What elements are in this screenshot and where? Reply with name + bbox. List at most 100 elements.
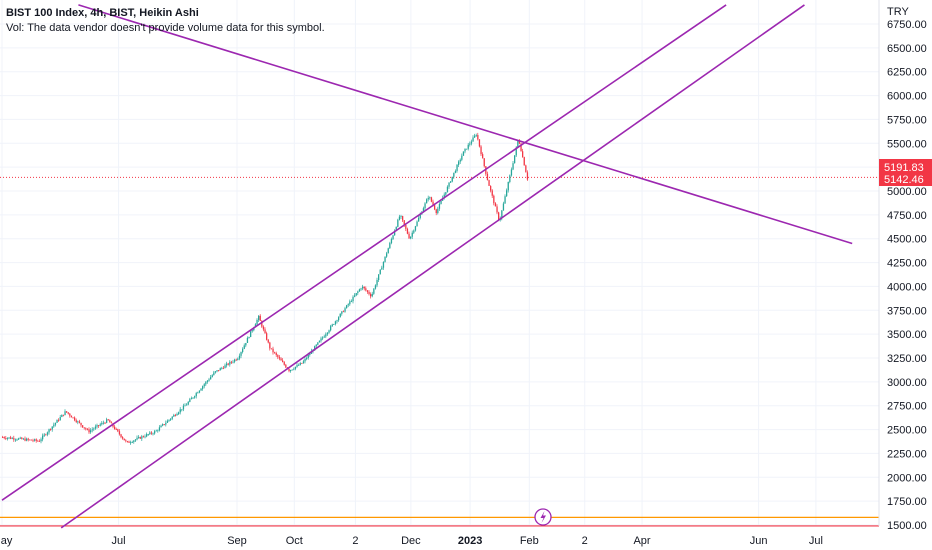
candle-body (186, 404, 188, 406)
candle-body (2, 437, 4, 439)
symbol-title[interactable]: BIST 100 Index, 4h, BIST, Heikin Ashi (6, 7, 199, 19)
y-tick-label: 4750.00 (887, 210, 927, 222)
candle-body (198, 390, 201, 393)
candle-body (450, 181, 452, 183)
candle-body (155, 430, 157, 432)
candle-body (107, 419, 109, 421)
candle-body (106, 419, 108, 423)
candle-body (32, 440, 34, 442)
candle-body (525, 165, 527, 173)
candle-body (163, 424, 165, 425)
candle-body (122, 437, 124, 439)
candle-body (54, 422, 57, 425)
candle-body (445, 192, 447, 195)
candle-body (166, 420, 169, 423)
candle-body (117, 429, 119, 432)
candle-body (222, 367, 225, 369)
price-badge-lower-text: 5142.46 (884, 174, 924, 186)
candle-body (102, 422, 105, 424)
candle-body (269, 342, 271, 349)
candle-body (120, 434, 122, 438)
candle-body (344, 308, 346, 312)
trendline-descending[interactable] (78, 4, 853, 245)
candle-body (147, 434, 149, 435)
candle-body (427, 197, 429, 200)
candle-body (80, 422, 82, 426)
candle-body (458, 161, 460, 165)
candle-body (341, 311, 343, 314)
candle-body (400, 216, 402, 217)
candle-body (130, 442, 132, 444)
candle-body (224, 365, 226, 369)
y-tick-label: 1500.00 (887, 520, 927, 532)
candle-body (330, 326, 332, 331)
candle-body (320, 338, 322, 341)
candle-body (128, 441, 130, 443)
candle-body (77, 421, 79, 423)
candle-body (325, 334, 327, 337)
candle-body (18, 438, 20, 440)
candle-body (285, 364, 287, 368)
candle-body (478, 139, 481, 147)
candle-body (296, 365, 298, 367)
candle-body (19, 437, 21, 439)
candle-body (526, 172, 529, 180)
candle-body (302, 361, 305, 364)
candle-body (195, 393, 197, 397)
candle-body (432, 201, 434, 206)
candle-body (42, 435, 44, 440)
candle-body (232, 361, 234, 363)
candle-body (118, 431, 121, 435)
candle-body (214, 371, 217, 373)
candle-body (451, 176, 453, 182)
candle-body (70, 415, 73, 418)
candle-body (51, 426, 53, 430)
candle-body (373, 288, 375, 294)
y-axis: 6750.00 6500.00 6250.00 6000.00 5750.00 5500.… (887, 19, 927, 532)
candle-body (371, 293, 373, 297)
candle-body (430, 197, 433, 202)
x-tick-label: Jul (112, 535, 126, 547)
candle-body (405, 224, 407, 229)
event-marker[interactable] (534, 508, 552, 526)
candle-body (386, 253, 388, 257)
candle-body (115, 429, 117, 430)
candle-body (109, 420, 111, 423)
candle-body (355, 293, 357, 296)
horizontal-lines (0, 516, 879, 527)
candle-body (358, 289, 361, 292)
candle-body (350, 301, 353, 302)
candle-body (10, 437, 12, 439)
candle-body (469, 143, 471, 145)
candle-body (208, 379, 210, 381)
candle-body (53, 424, 55, 427)
candle-body (461, 155, 463, 160)
candle-body (438, 203, 441, 209)
candle-body (278, 357, 281, 359)
candle-body (518, 141, 521, 144)
candle-body (21, 437, 23, 440)
candle-body (280, 358, 282, 361)
trendline-channel-upper[interactable] (1, 4, 727, 501)
candle-body (418, 217, 420, 222)
candle-body (384, 256, 386, 262)
candle-body (104, 422, 106, 424)
candle-body (219, 368, 221, 371)
y-tick-label: 4500.00 (887, 234, 927, 246)
candle-body (414, 226, 417, 231)
candle-body (34, 439, 36, 441)
candle-body (26, 438, 28, 441)
candle-body (354, 295, 356, 297)
candle-body (475, 135, 477, 136)
candle-body (472, 137, 474, 142)
candle-body (274, 352, 276, 354)
candle-body (467, 144, 469, 149)
y-tick-label: 3750.00 (887, 305, 927, 317)
candle-body (437, 208, 439, 214)
x-tick-label: Feb (520, 535, 539, 547)
candle-body (389, 243, 391, 249)
candle-body (422, 208, 425, 213)
candle-body (509, 175, 511, 182)
trendline-channel-lower[interactable] (60, 4, 805, 529)
